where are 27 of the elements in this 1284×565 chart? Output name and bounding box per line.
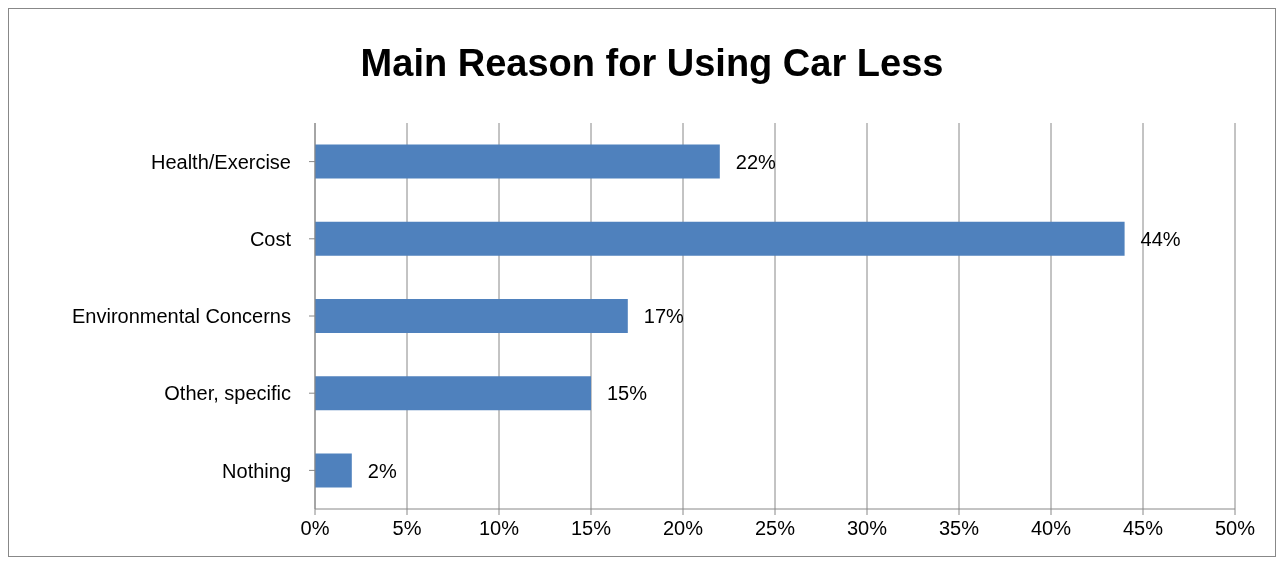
- y-tick-label: Other, specific: [164, 382, 291, 405]
- y-tick-label: Cost: [249, 227, 292, 250]
- x-tick-label: 40%: [1030, 517, 1072, 540]
- x-tick-label: 35%: [938, 517, 980, 540]
- x-tick-label: 0%: [300, 517, 330, 540]
- y-tick-label: Nothing: [222, 459, 291, 482]
- x-tick-label: 45%: [1122, 517, 1164, 540]
- data-label: 22%: [735, 150, 777, 173]
- bar: [315, 144, 720, 179]
- chart-title: Main Reason for Using Car Less: [359, 40, 945, 86]
- bar: [315, 376, 591, 411]
- x-tick-label: 10%: [478, 517, 520, 540]
- bar: [315, 299, 628, 334]
- x-tick-label: 50%: [1214, 517, 1256, 540]
- x-tick-label: 30%: [846, 517, 888, 540]
- y-tick-label: Health/Exercise: [150, 150, 291, 173]
- x-tick-label: 5%: [392, 517, 422, 540]
- bar: [315, 221, 1125, 256]
- data-label: 44%: [1140, 227, 1181, 250]
- data-label: 2%: [367, 459, 397, 482]
- x-tick-label: 15%: [570, 517, 612, 540]
- x-tick-label: 25%: [754, 517, 796, 540]
- bar: [315, 453, 352, 488]
- x-tick-label: 20%: [662, 517, 704, 540]
- y-tick-label: Environmental Concerns: [72, 305, 291, 328]
- data-label: 15%: [607, 382, 648, 405]
- data-label: 17%: [643, 305, 685, 328]
